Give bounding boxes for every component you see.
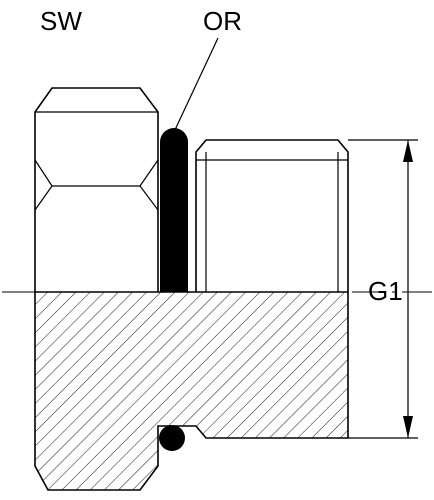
oring-leader-line xyxy=(173,37,219,133)
section-hatch xyxy=(34,291,349,491)
oring-upper-section xyxy=(160,128,188,292)
hex-label: SW xyxy=(40,6,82,36)
thread-shank-outline xyxy=(195,139,349,292)
hex-middle-facet xyxy=(34,159,159,187)
oring-label: OR xyxy=(203,6,242,36)
hex-lower-facet-line xyxy=(34,185,53,211)
thread-size-label: G1 xyxy=(368,276,403,306)
dim-arrow-top xyxy=(403,140,413,162)
dim-arrow-bottom xyxy=(403,416,413,438)
hex-head-outline xyxy=(34,87,159,292)
hex-lower-facet-line-right xyxy=(139,185,159,211)
oring-lower-section xyxy=(159,425,185,451)
